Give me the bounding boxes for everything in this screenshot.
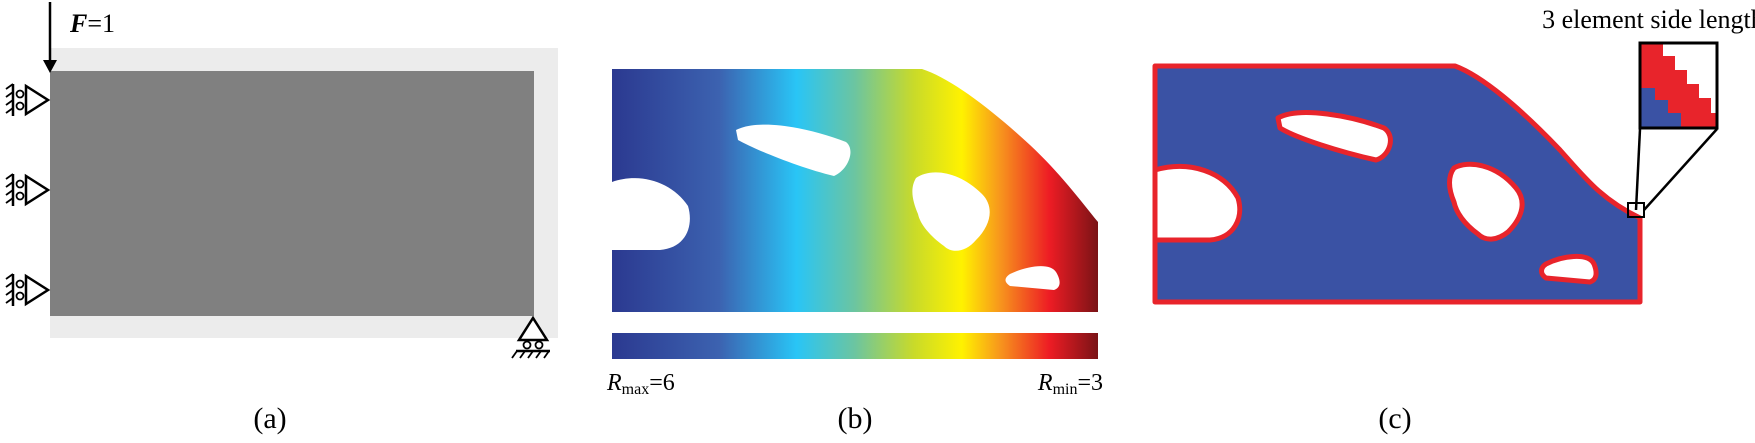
svg-text:Rmax=6: Rmax=6 [606,370,675,398]
roller-support-middle [5,173,51,207]
panel-b: Rmax=6 Rmin=3 (b) [606,69,1103,435]
svg-text:F=1: F=1 [69,9,115,38]
colorbar [612,333,1098,359]
rmax-symbol: R [606,370,622,396]
zoom-label: 3 element side lengths [1542,5,1755,34]
rmax-subscript: max [622,381,650,398]
force-value: =1 [87,9,115,38]
optimized-structure-colored [612,69,1098,312]
rmin-symbol: R [1037,370,1053,396]
caption-a: (a) [253,402,286,435]
svg-text:Rmin=3: Rmin=3 [1037,370,1103,398]
caption-c: (c) [1378,402,1411,435]
roller-support-corner [511,315,550,359]
optimized-structure-boundary [1152,63,1643,305]
roller-support-top [5,83,51,117]
rmin-value: =3 [1077,370,1103,396]
force-arrow [43,2,57,73]
caption-b: (b) [838,402,873,435]
zoom-connector-left [1634,128,1642,211]
force-symbol: F [69,9,87,38]
panel-a: F=1 [5,2,558,435]
rmax-value: =6 [649,370,675,396]
design-domain [50,71,534,316]
roller-support-bottom [5,273,51,307]
zoom-connector-right [1643,128,1718,211]
rmin-subscript: min [1053,381,1078,398]
zoom-inset [1638,41,1719,130]
panel-c: 3 element side lengths (c) [1152,5,1755,435]
